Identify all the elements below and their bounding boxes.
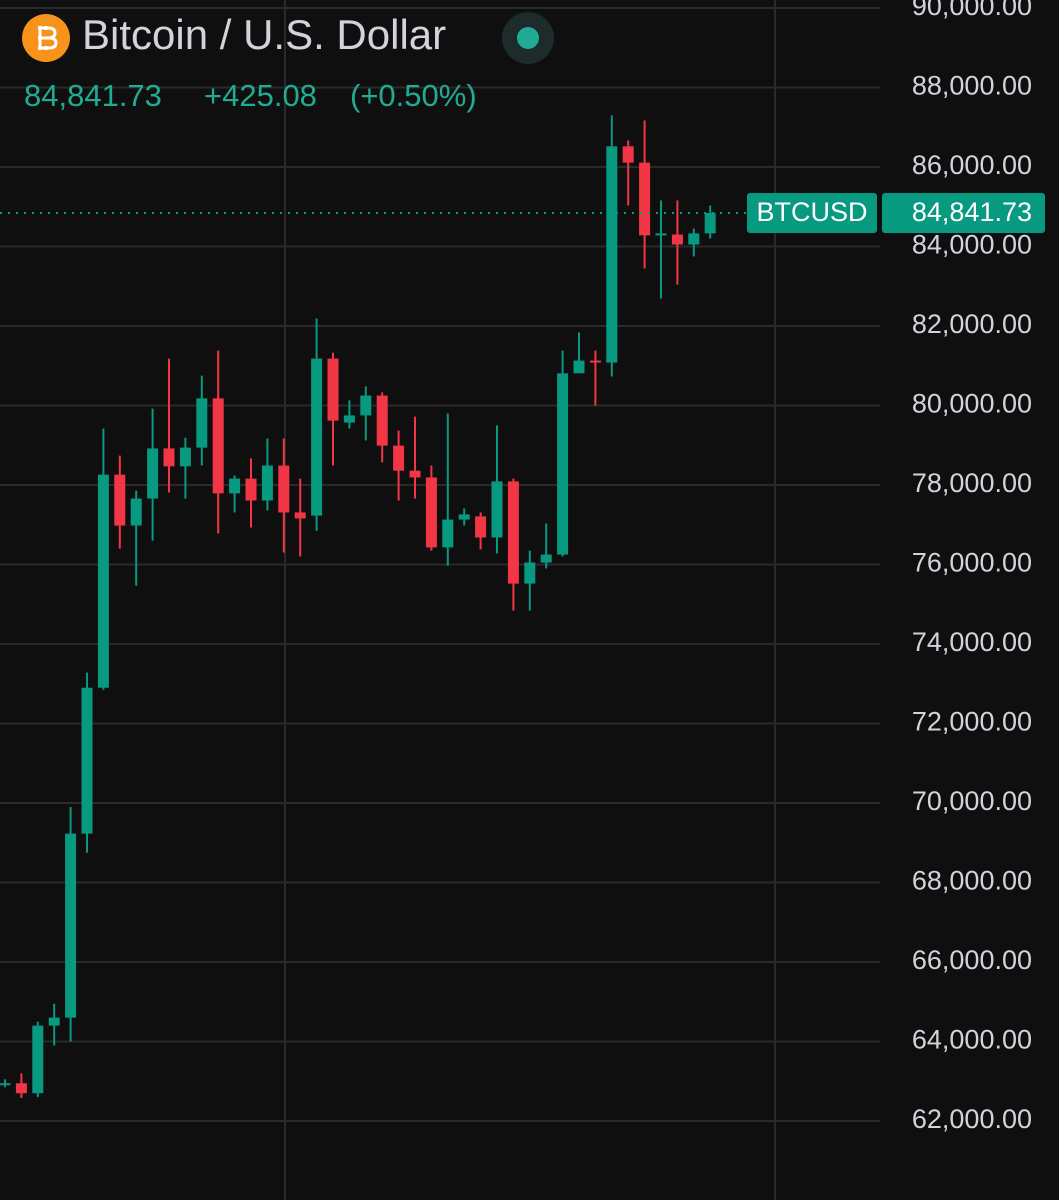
y-tick-label: 90,000.00	[912, 0, 1032, 21]
candle-body	[704, 213, 716, 234]
candle-body	[360, 395, 372, 416]
y-tick-label: 78,000.00	[912, 468, 1032, 498]
candle-body	[163, 448, 175, 467]
candle-body	[311, 358, 323, 516]
candle-body	[409, 470, 421, 478]
candle-body	[294, 512, 306, 519]
candle-body	[573, 360, 585, 374]
candle-body	[507, 481, 519, 584]
candle-body	[327, 358, 339, 421]
candle-body	[81, 687, 93, 834]
candle-body	[114, 474, 126, 526]
y-tick-label: 68,000.00	[912, 866, 1032, 896]
candle-body	[97, 474, 109, 688]
price-tag-label: 84,841.73	[912, 197, 1032, 227]
candle-body	[261, 465, 273, 501]
status-dot	[517, 27, 539, 49]
candle-body	[245, 478, 257, 501]
coin-glyph	[38, 26, 58, 50]
header: Bitcoin / U.S. Dollar 84,841.73 +425.08 …	[22, 11, 554, 113]
symbol-tag	[747, 193, 877, 234]
candle-body	[212, 398, 224, 494]
candle-body	[475, 516, 487, 538]
price-tag	[882, 193, 1045, 234]
symbol-tag-label: BTCUSD	[756, 197, 867, 227]
candle-body	[589, 360, 601, 363]
y-tick-label: 80,000.00	[912, 389, 1032, 419]
candle-body	[442, 519, 454, 548]
candle-body	[491, 481, 503, 538]
candle-body	[376, 395, 388, 446]
candle-body	[524, 562, 536, 584]
candle-body	[393, 445, 405, 471]
candle-body	[147, 448, 159, 499]
y-tick-label: 88,000.00	[912, 71, 1032, 101]
y-tick-label: 86,000.00	[912, 150, 1032, 180]
y-tick-label: 72,000.00	[912, 707, 1032, 737]
candle-body	[557, 373, 569, 555]
y-tick-label: 84,000.00	[912, 230, 1032, 260]
candle-body	[0, 1083, 11, 1086]
title: Bitcoin / U.S. Dollar	[82, 11, 446, 58]
y-tick-label: 64,000.00	[912, 1025, 1032, 1055]
candle-body	[229, 478, 241, 494]
candle-body	[343, 415, 355, 423]
candle-body	[425, 477, 437, 548]
candle-body	[130, 498, 142, 526]
candle-body	[179, 447, 191, 467]
header-price: 84,841.73	[24, 78, 162, 113]
candle-body	[639, 162, 651, 236]
candle-body	[48, 1017, 60, 1026]
header-change-percent: (+0.50%)	[350, 78, 477, 113]
candle-body	[688, 233, 700, 245]
candle-body	[458, 514, 470, 520]
y-tick-label: 82,000.00	[912, 309, 1032, 339]
candle-body	[540, 554, 552, 563]
y-tick-label: 66,000.00	[912, 945, 1032, 975]
candle-body	[671, 234, 683, 245]
header-change: +425.08	[204, 78, 317, 113]
y-tick-label: 76,000.00	[912, 548, 1032, 578]
y-tick-label: 62,000.00	[912, 1104, 1032, 1134]
candle-body	[65, 833, 77, 1018]
candle-body	[606, 146, 618, 363]
candle-body	[15, 1083, 27, 1094]
candle-body	[655, 233, 667, 236]
y-tick-label: 70,000.00	[912, 786, 1032, 816]
candle-body	[32, 1025, 44, 1094]
y-tick-label: 74,000.00	[912, 627, 1032, 657]
candle-body	[278, 465, 290, 513]
candle-body	[622, 146, 634, 163]
plot	[0, 6, 880, 1123]
candle-body	[196, 398, 208, 448]
